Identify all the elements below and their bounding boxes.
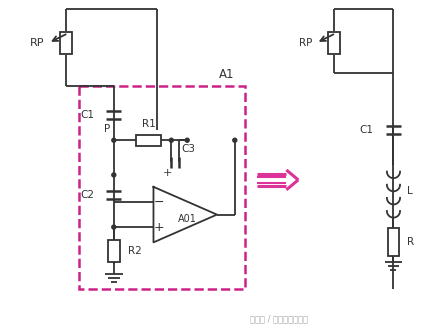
Circle shape: [185, 138, 189, 142]
Text: P: P: [104, 124, 110, 134]
Bar: [136, 135, 161, 146]
Circle shape: [233, 138, 237, 142]
Circle shape: [169, 138, 173, 142]
Text: A1: A1: [219, 68, 235, 81]
Text: RP: RP: [30, 38, 44, 48]
Bar: [328, 32, 340, 54]
Text: C1: C1: [360, 125, 373, 135]
Text: C3: C3: [181, 144, 195, 154]
Text: +: +: [154, 221, 165, 233]
Text: R: R: [408, 238, 415, 247]
Text: C2: C2: [80, 190, 94, 200]
Bar: [60, 32, 72, 54]
Circle shape: [112, 138, 116, 142]
Text: R1: R1: [141, 119, 155, 129]
Text: 头条号 / 电子工程师小李: 头条号 / 电子工程师小李: [250, 315, 309, 324]
Circle shape: [112, 225, 116, 229]
Text: +: +: [163, 168, 172, 178]
Text: −: −: [154, 196, 165, 209]
Bar: [108, 240, 120, 262]
Text: L: L: [408, 186, 413, 196]
Text: C1: C1: [80, 111, 94, 121]
Text: R2: R2: [128, 246, 141, 256]
Circle shape: [112, 173, 116, 177]
Bar: [387, 228, 400, 256]
Bar: [79, 86, 245, 289]
Text: A01: A01: [178, 214, 197, 223]
Text: RP: RP: [299, 38, 312, 48]
